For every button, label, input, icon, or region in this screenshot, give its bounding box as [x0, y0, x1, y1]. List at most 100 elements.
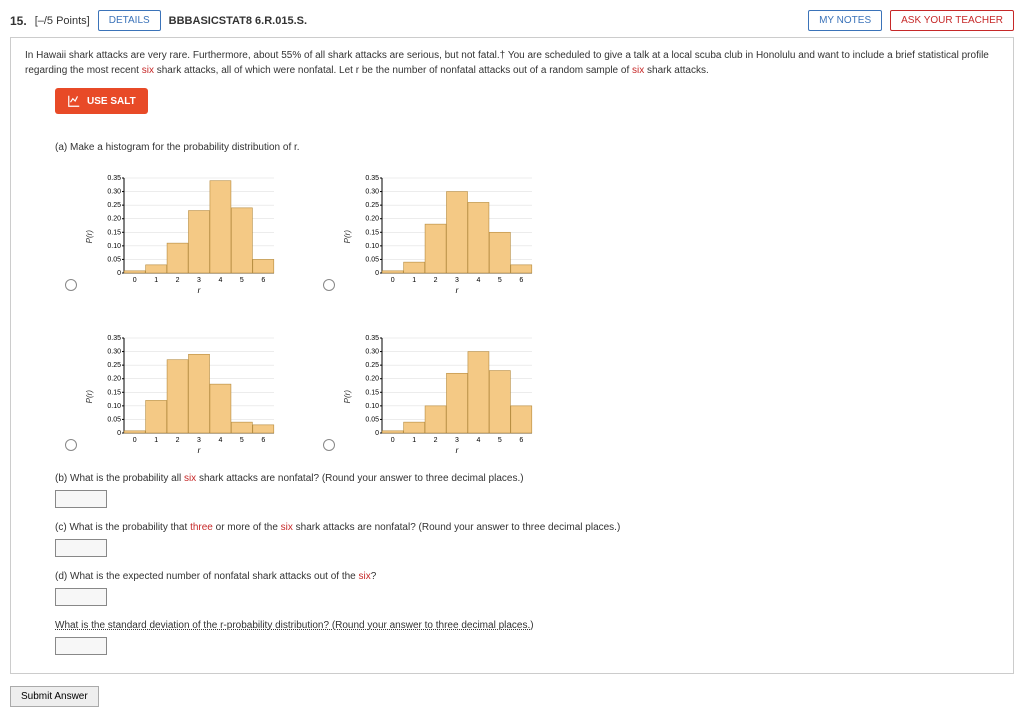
svg-text:0.35: 0.35 [365, 175, 379, 182]
points-label: [–/5 Points] [35, 15, 90, 27]
svg-text:0.10: 0.10 [365, 243, 379, 250]
svg-text:0.30: 0.30 [107, 349, 121, 356]
svg-text:0.20: 0.20 [107, 376, 121, 383]
svg-text:0: 0 [391, 277, 395, 284]
svg-text:0.25: 0.25 [107, 202, 121, 209]
svg-text:0: 0 [391, 437, 395, 444]
svg-text:2: 2 [434, 437, 438, 444]
ask-teacher-button[interactable]: ASK YOUR TEACHER [890, 10, 1014, 31]
svg-text:0.15: 0.15 [365, 389, 379, 396]
svg-text:0.15: 0.15 [107, 389, 121, 396]
svg-text:0.20: 0.20 [365, 216, 379, 223]
chart-option: P(r) 0 0.05 0.10 0.15 0.20 0.25 0.30 0.35 0 1 2 3 4 5 6… [85, 319, 283, 459]
svg-text:4: 4 [218, 437, 222, 444]
svg-text:0.30: 0.30 [365, 349, 379, 356]
chart-icon [67, 94, 81, 108]
svg-text:0.25: 0.25 [107, 362, 121, 369]
svg-text:6: 6 [519, 277, 523, 284]
histogram-chart: 0 0.05 0.10 0.15 0.20 0.25 0.30 0.35 0 1 2 3 4 5 6 r [98, 334, 283, 459]
svg-text:2: 2 [176, 277, 180, 284]
use-salt-button[interactable]: USE SALT [55, 88, 148, 114]
svg-text:0.05: 0.05 [107, 256, 121, 263]
chart-radio[interactable] [323, 439, 335, 451]
y-axis-label: P(r) [343, 390, 352, 403]
histogram-chart: 00.050.100.150.200.250.300.350123456r [98, 174, 283, 299]
svg-text:r: r [198, 286, 201, 295]
svg-text:r: r [456, 286, 459, 295]
histogram-chart: 00.050.100.150.200.250.300.350123456r [356, 334, 541, 459]
y-axis-label: P(r) [85, 390, 94, 403]
svg-text:5: 5 [240, 277, 244, 284]
svg-text:4: 4 [218, 277, 222, 284]
svg-text:2: 2 [434, 277, 438, 284]
svg-text:0.15: 0.15 [107, 229, 121, 236]
svg-text:1: 1 [412, 437, 416, 444]
details-button[interactable]: DETAILS [98, 10, 161, 31]
charts-grid: P(r) 0 0.05 0.10 0.15 0.20 0.25 0.30 0.35 0 1 2 3 4 5 6… [85, 159, 541, 459]
svg-text:3: 3 [455, 437, 459, 444]
my-notes-button[interactable]: MY NOTES [808, 10, 882, 31]
svg-text:r: r [456, 446, 459, 455]
svg-text:0.10: 0.10 [107, 403, 121, 410]
svg-text:0.35: 0.35 [107, 335, 121, 342]
svg-text:0.20: 0.20 [365, 376, 379, 383]
svg-text:0.35: 0.35 [365, 335, 379, 342]
svg-text:0.25: 0.25 [365, 362, 379, 369]
submit-button[interactable]: Submit Answer [10, 686, 99, 707]
svg-text:0.20: 0.20 [107, 216, 121, 223]
svg-text:6: 6 [261, 277, 265, 284]
histogram-chart: 0 0.05 0.10 0.15 0.20 0.25 0.30 0.35 0 1 2 3 4 5 6 r [356, 174, 541, 299]
question-body: In Hawaii shark attacks are very rare. F… [10, 37, 1014, 674]
svg-text:3: 3 [197, 277, 201, 284]
assignment-id: BBBASICSTAT8 6.R.015.S. [169, 15, 307, 27]
chart-radio[interactable] [65, 439, 77, 451]
svg-text:3: 3 [197, 437, 201, 444]
part-e-input[interactable] [55, 637, 107, 655]
svg-text:0.30: 0.30 [107, 189, 121, 196]
svg-text:4: 4 [476, 437, 480, 444]
svg-text:0.10: 0.10 [107, 243, 121, 250]
svg-text:0: 0 [117, 430, 121, 437]
question-number: 15. [10, 14, 27, 28]
svg-text:4: 4 [476, 277, 480, 284]
svg-text:0.05: 0.05 [365, 256, 379, 263]
svg-text:1: 1 [154, 277, 158, 284]
svg-text:3: 3 [455, 277, 459, 284]
svg-text:5: 5 [498, 277, 502, 284]
svg-text:0: 0 [133, 437, 137, 444]
part-d-text: (d) What is the expected number of nonfa… [55, 571, 999, 582]
question-header: 15. [–/5 Points] DETAILS BBBASICSTAT8 6.… [10, 10, 1014, 31]
svg-text:r: r [198, 446, 201, 455]
part-b-text: (b) What is the probability all six shar… [55, 473, 999, 484]
svg-text:0: 0 [117, 270, 121, 277]
part-e-text: What is the standard deviation of the r-… [55, 620, 999, 631]
part-d-input[interactable] [55, 588, 107, 606]
svg-text:0: 0 [133, 277, 137, 284]
svg-text:0.05: 0.05 [107, 416, 121, 423]
prompt-text: In Hawaii shark attacks are very rare. F… [25, 48, 999, 78]
chart-radio[interactable] [65, 279, 77, 291]
svg-text:0.10: 0.10 [365, 403, 379, 410]
svg-text:1: 1 [412, 277, 416, 284]
chart-option: P(r) 0 0.05 0.10 0.15 0.20 0.25 0.30 0.35 0 1 2 3 4 5 6… [343, 159, 541, 299]
svg-text:0: 0 [375, 430, 379, 437]
svg-text:2: 2 [176, 437, 180, 444]
chart-radio[interactable] [323, 279, 335, 291]
svg-text:0.15: 0.15 [365, 229, 379, 236]
part-c-text: (c) What is the probability that three o… [55, 522, 999, 533]
svg-text:5: 5 [240, 437, 244, 444]
svg-text:0.05: 0.05 [365, 416, 379, 423]
svg-text:6: 6 [261, 437, 265, 444]
chart-option: P(r)00.050.100.150.200.250.300.350123456… [85, 159, 283, 299]
part-a-text: (a) Make a histogram for the probability… [55, 142, 999, 153]
svg-text:0.30: 0.30 [365, 189, 379, 196]
part-c-input[interactable] [55, 539, 107, 557]
svg-text:1: 1 [154, 437, 158, 444]
y-axis-label: P(r) [343, 230, 352, 243]
chart-option: P(r)00.050.100.150.200.250.300.350123456… [343, 319, 541, 459]
svg-text:0.25: 0.25 [365, 202, 379, 209]
svg-text:0: 0 [375, 270, 379, 277]
svg-text:5: 5 [498, 437, 502, 444]
part-b-input[interactable] [55, 490, 107, 508]
y-axis-label: P(r) [85, 230, 94, 243]
